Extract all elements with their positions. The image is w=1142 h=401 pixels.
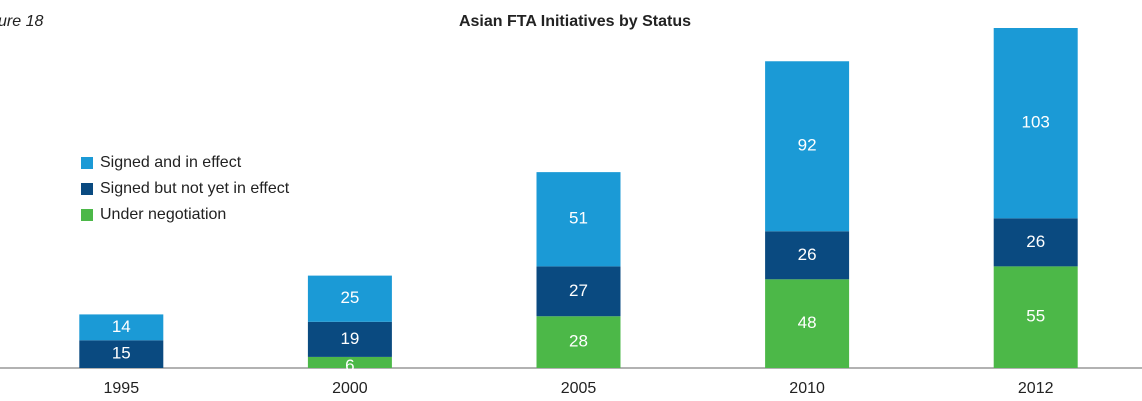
- bar-segment: [79, 314, 164, 341]
- legend-swatch: [81, 157, 93, 169]
- bar-segment: [307, 321, 392, 357]
- data-label: 92: [798, 136, 817, 155]
- x-tick-label: 2012: [1018, 380, 1054, 397]
- x-tick-label: 1995: [104, 380, 140, 397]
- legend-label: Under negotiation: [100, 206, 226, 223]
- data-label: 103: [1022, 113, 1050, 132]
- data-label: 14: [112, 317, 131, 336]
- bar-segment: [993, 218, 1078, 267]
- x-tick-label: 2010: [789, 380, 825, 397]
- legend-label: Signed and in effect: [100, 154, 242, 171]
- bar-segment: [307, 275, 392, 322]
- data-label: 25: [340, 288, 359, 307]
- bar-segment: [765, 231, 850, 280]
- legend-label: Signed but not yet in effect: [100, 180, 290, 197]
- data-label: 48: [798, 313, 817, 332]
- x-tick-label: 2000: [332, 380, 368, 397]
- legend-swatch: [81, 183, 93, 195]
- bar-segment: [536, 172, 621, 267]
- data-label: 26: [798, 245, 817, 264]
- chart-title: Asian FTA Initiatives by Status: [459, 13, 691, 30]
- figure-label: ure 18: [0, 13, 43, 30]
- data-label: 6: [345, 356, 354, 375]
- data-label: 19: [340, 329, 359, 348]
- bar-segment: [307, 356, 392, 368]
- bar-segment: [536, 266, 621, 317]
- bar-segment: [993, 28, 1078, 219]
- legend-swatch: [81, 209, 93, 221]
- bar-segment: [993, 266, 1078, 368]
- data-label: 15: [112, 344, 131, 363]
- bar-segment: [765, 279, 850, 368]
- data-label: 27: [569, 281, 588, 300]
- bar-segment: [536, 316, 621, 368]
- bar-segment: [79, 340, 164, 368]
- x-tick-label: 2005: [561, 380, 597, 397]
- bar-segment: [765, 61, 850, 232]
- data-label: 55: [1026, 307, 1045, 326]
- data-label: 26: [1026, 232, 1045, 251]
- data-label: 51: [569, 209, 588, 228]
- data-label: 28: [569, 332, 588, 351]
